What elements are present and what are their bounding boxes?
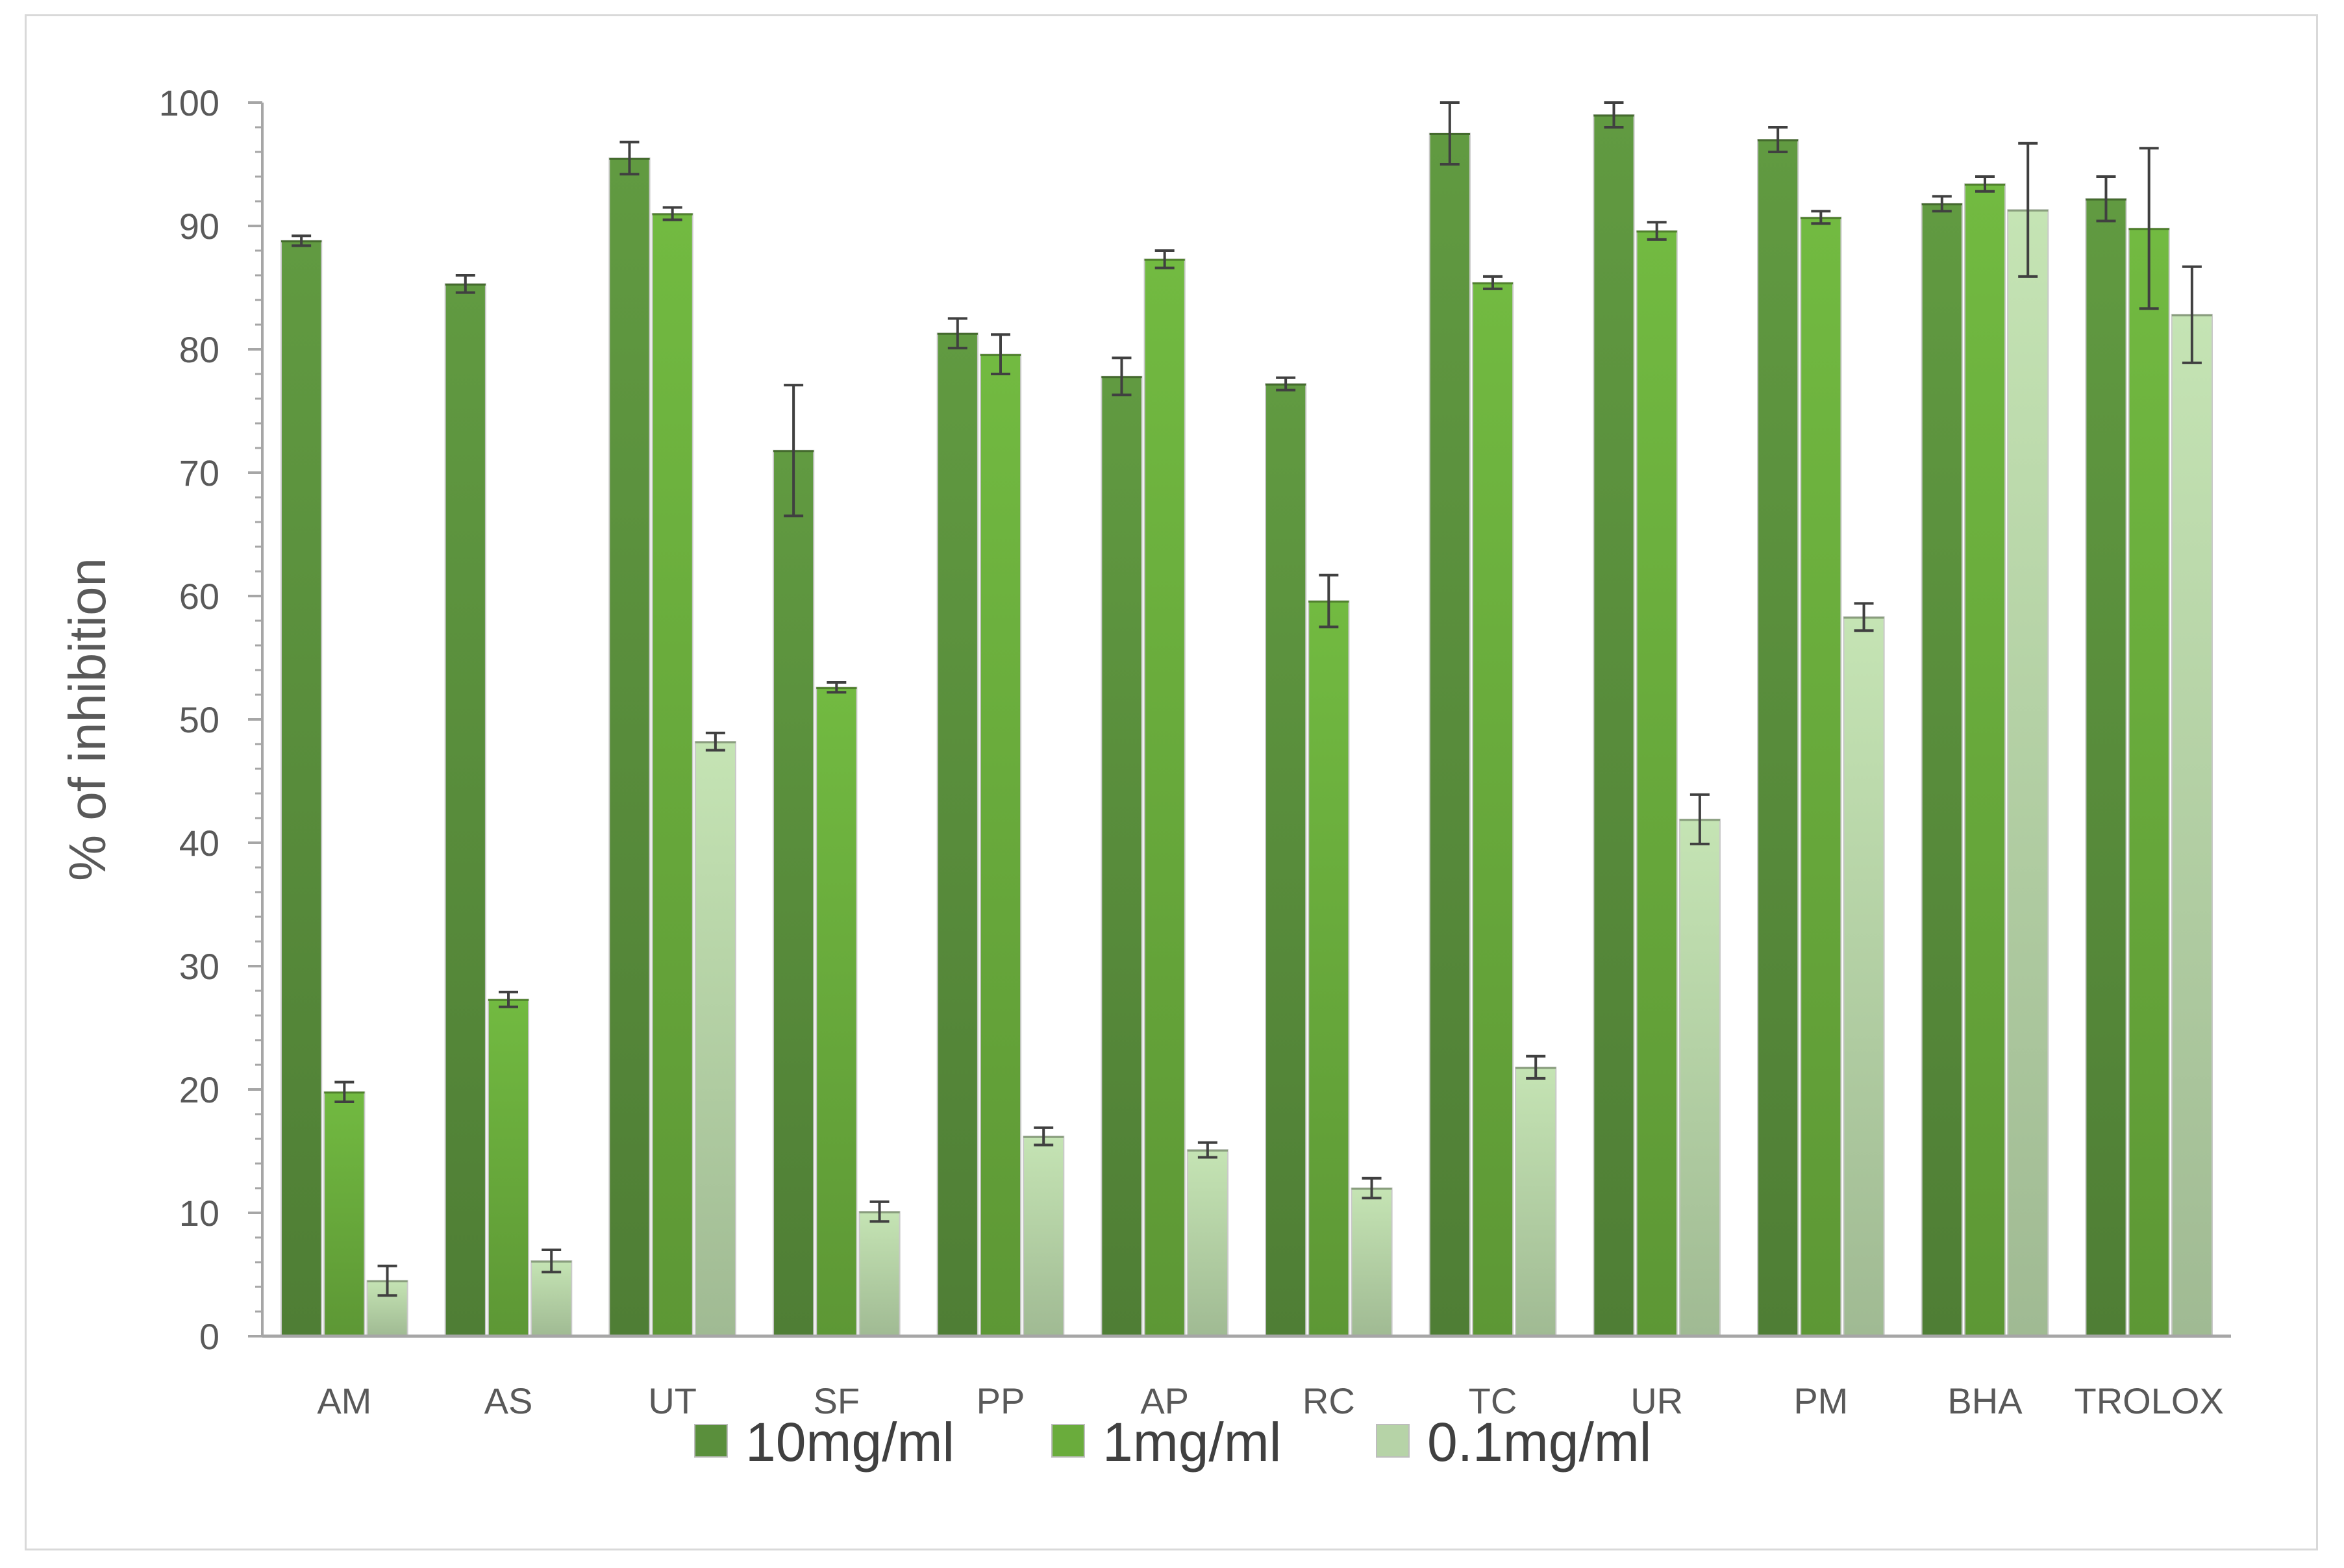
- x-tick-label-trolox: TROLOX: [2075, 1380, 2224, 1421]
- legend-label-1: 1mg/ml: [1103, 1412, 1281, 1473]
- x-tick-label-ut: UT: [648, 1380, 697, 1421]
- x-tick-label-as: AS: [484, 1380, 533, 1421]
- bar-am-series-0: [281, 240, 323, 1337]
- legend-label-2: 0.1mg/ml: [1427, 1412, 1651, 1473]
- bar-pm-series-2: [1843, 616, 1885, 1337]
- legend-label-0: 10mg/ml: [745, 1412, 954, 1473]
- x-tick-label-tc: TC: [1469, 1380, 1517, 1421]
- y-tick-label: 50: [179, 699, 219, 740]
- bar-sf-series-1: [816, 686, 858, 1337]
- bar-sf-series-2: [858, 1211, 901, 1337]
- y-tick-label: 60: [179, 576, 219, 617]
- y-tick-label: 0: [199, 1316, 219, 1357]
- y-tick-label: 70: [179, 453, 219, 493]
- bar-pp-series-0: [936, 332, 979, 1337]
- legend-swatch-2: [1376, 1424, 1410, 1458]
- x-tick-label-pp: PP: [977, 1380, 1025, 1421]
- x-tick-label-ur: UR: [1630, 1380, 1683, 1421]
- bar-ur-series-1: [1636, 230, 1678, 1338]
- x-axis-ticks: AM AS UT SF PP AP RC TC UR PM BHA TROLOX: [317, 1380, 2223, 1421]
- bar-ap-series-0: [1101, 375, 1143, 1337]
- bar-bha-series-0: [1921, 203, 1963, 1337]
- y-tick-label: 10: [179, 1193, 219, 1234]
- axes: [261, 103, 2231, 1338]
- bar-ut-series-0: [608, 157, 651, 1337]
- y-tick-label: 20: [179, 1069, 219, 1110]
- y-tick-label: 100: [159, 82, 219, 123]
- bar-as-series-2: [530, 1260, 573, 1337]
- bar-ut-series-1: [651, 213, 693, 1337]
- bar-am-series-1: [323, 1091, 366, 1338]
- bar-rc-series-2: [1351, 1188, 1393, 1337]
- bar-as-series-1: [487, 999, 530, 1338]
- bar-trolox-series-0: [2085, 198, 2127, 1338]
- bar-ut-series-2: [694, 741, 736, 1337]
- bar-rc-series-0: [1265, 383, 1307, 1338]
- y-tick-label: 40: [179, 823, 219, 864]
- y-axis-title-group: % of inhibition: [58, 558, 116, 881]
- bar-sf-series-0: [773, 449, 815, 1337]
- x-tick-label-sf: SF: [814, 1380, 860, 1421]
- error-bars: [292, 101, 2202, 1297]
- x-tick-label-bha: BHA: [1947, 1380, 2023, 1421]
- y-axis-label: % of inhibition: [58, 558, 116, 881]
- bar-ur-series-2: [1678, 818, 1721, 1337]
- bar-bha-series-1: [1964, 183, 2006, 1337]
- bar-pp-series-2: [1023, 1136, 1065, 1337]
- x-tick-label-pm: PM: [1793, 1380, 1848, 1421]
- x-tick-label-rc: RC: [1303, 1380, 1355, 1421]
- y-tick-label: 30: [179, 946, 219, 987]
- bar-as-series-0: [444, 283, 486, 1337]
- bar-rc-series-1: [1308, 600, 1350, 1337]
- bar-trolox-series-1: [2128, 227, 2170, 1337]
- bar-bha-series-2: [2007, 209, 2049, 1337]
- bars: [281, 114, 2213, 1338]
- bar-tc-series-1: [1471, 282, 1514, 1337]
- bar-pm-series-0: [1757, 139, 1799, 1337]
- legend-swatch-1: [1051, 1424, 1085, 1458]
- legend: 10mg/ml 1mg/ml 0.1mg/ml: [694, 1412, 1651, 1473]
- x-tick-label-am: AM: [317, 1380, 371, 1421]
- x-tick-label-ap: AP: [1140, 1380, 1189, 1421]
- legend-swatch-0: [694, 1424, 728, 1458]
- y-axis-ticks: 0 10 20 30 40 50 60 70 80 90 100: [159, 82, 262, 1357]
- bar-pm-series-1: [1800, 216, 1842, 1338]
- bar-pp-series-1: [979, 353, 1022, 1337]
- y-tick-label: 80: [179, 329, 219, 370]
- bar-ur-series-0: [1593, 114, 1635, 1337]
- bar-trolox-series-2: [2171, 314, 2213, 1337]
- bar-tc-series-2: [1515, 1066, 1557, 1338]
- y-tick-label: 90: [179, 206, 219, 247]
- bar-ap-series-2: [1186, 1149, 1228, 1337]
- bar-tc-series-0: [1428, 132, 1471, 1337]
- bar-ap-series-1: [1143, 258, 1186, 1337]
